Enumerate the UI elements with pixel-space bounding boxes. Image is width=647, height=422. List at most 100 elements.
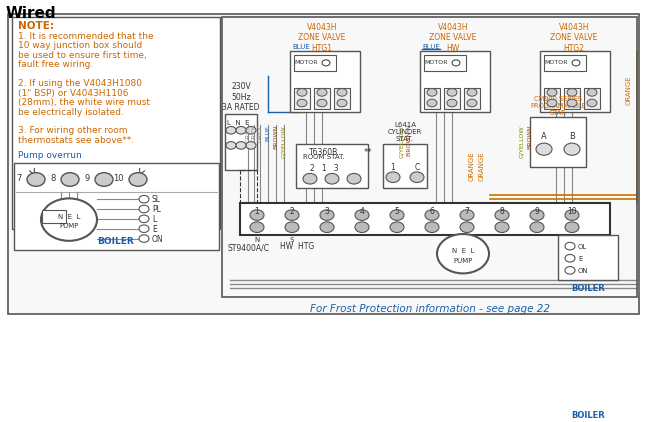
Text: BROWN: BROWN <box>274 125 278 149</box>
Text: G/YELLOW: G/YELLOW <box>281 125 287 157</box>
Circle shape <box>572 60 580 66</box>
Circle shape <box>425 210 439 220</box>
Text: 6: 6 <box>430 207 434 216</box>
Circle shape <box>226 142 236 149</box>
Text: 7: 7 <box>465 207 470 216</box>
Bar <box>290 51 360 112</box>
Circle shape <box>452 60 460 66</box>
Circle shape <box>246 142 256 149</box>
Text: MOTOR: MOTOR <box>424 60 448 65</box>
Text: 3: 3 <box>325 207 329 216</box>
Text: 5: 5 <box>395 207 399 216</box>
Circle shape <box>355 210 369 220</box>
Circle shape <box>129 173 147 186</box>
Text: V4043H
ZONE VALVE
HTG1: V4043H ZONE VALVE HTG1 <box>298 23 345 52</box>
Text: ST9400A/C: ST9400A/C <box>228 244 270 253</box>
Bar <box>240 203 610 235</box>
Bar <box>42 210 66 223</box>
Text: 10: 10 <box>567 207 577 216</box>
Circle shape <box>427 99 437 107</box>
Text: 7: 7 <box>17 174 22 183</box>
Bar <box>14 163 219 250</box>
Text: BLUE: BLUE <box>292 44 310 50</box>
Bar <box>225 114 257 170</box>
Text: Pump overrun: Pump overrun <box>18 151 82 160</box>
Circle shape <box>317 89 327 96</box>
Bar <box>296 144 368 188</box>
Text: 1. It is recommended that the: 1. It is recommended that the <box>18 32 153 41</box>
Bar <box>424 88 440 109</box>
Text: CM900 SERIES
PROGRAMMABLE
STAT.: CM900 SERIES PROGRAMMABLE STAT. <box>530 96 586 116</box>
Circle shape <box>565 267 575 274</box>
Circle shape <box>565 242 575 250</box>
Bar <box>544 54 586 71</box>
Text: A: A <box>541 132 547 141</box>
Text: L641A
CYLINDER
STAT.: L641A CYLINDER STAT. <box>388 122 422 142</box>
Text: G/YELLOW: G/YELLOW <box>520 125 525 157</box>
Text: B: B <box>569 132 575 141</box>
Text: L: L <box>152 215 156 224</box>
Text: BOILER: BOILER <box>571 411 605 420</box>
Circle shape <box>285 222 299 233</box>
Bar <box>564 88 580 109</box>
Circle shape <box>447 89 457 96</box>
Circle shape <box>139 195 149 203</box>
Text: BOILER: BOILER <box>98 237 135 246</box>
Bar <box>464 88 480 109</box>
Text: (1" BSP) or V4043H1106: (1" BSP) or V4043H1106 <box>18 89 129 97</box>
Text: be used to ensure first time,: be used to ensure first time, <box>18 51 147 60</box>
Text: T6360B: T6360B <box>309 148 338 157</box>
Circle shape <box>447 99 457 107</box>
Circle shape <box>139 225 149 233</box>
Circle shape <box>564 143 580 155</box>
Text: N  E  L: N E L <box>58 214 80 220</box>
Text: N  E  L: N E L <box>452 249 474 254</box>
Text: PUMP: PUMP <box>60 223 79 229</box>
Text: L  N  E: L N E <box>227 120 250 126</box>
Text: ORANGE: ORANGE <box>479 151 485 181</box>
Bar <box>222 16 637 297</box>
Circle shape <box>139 235 149 242</box>
Text: BROWN N: BROWN N <box>408 125 413 156</box>
Circle shape <box>427 89 437 96</box>
Circle shape <box>536 143 552 155</box>
Circle shape <box>303 173 317 184</box>
Text: C: C <box>414 163 420 172</box>
Bar <box>12 16 220 229</box>
Bar <box>544 88 560 109</box>
Text: ROOM STAT.: ROOM STAT. <box>303 154 345 160</box>
Circle shape <box>322 60 330 66</box>
Circle shape <box>495 210 509 220</box>
Circle shape <box>355 222 369 233</box>
Circle shape <box>567 99 577 107</box>
Circle shape <box>139 215 149 223</box>
Text: BOILER: BOILER <box>571 284 605 293</box>
Circle shape <box>285 210 299 220</box>
Circle shape <box>386 172 400 182</box>
Text: E: E <box>152 225 157 234</box>
Text: 230V
50Hz
3A RATED: 230V 50Hz 3A RATED <box>223 82 259 112</box>
Circle shape <box>226 127 236 134</box>
Bar <box>334 88 350 109</box>
Circle shape <box>437 234 489 273</box>
Text: 9: 9 <box>534 207 540 216</box>
Circle shape <box>347 173 361 184</box>
Text: S: S <box>290 237 294 243</box>
Text: V4043H
ZONE VALVE
HW: V4043H ZONE VALVE HW <box>430 23 477 52</box>
Circle shape <box>460 210 474 220</box>
Circle shape <box>390 222 404 233</box>
Bar <box>530 117 586 167</box>
Bar <box>424 54 466 71</box>
Text: OL: OL <box>578 244 587 250</box>
Text: 4: 4 <box>360 207 364 216</box>
Text: (28mm), the white wire must: (28mm), the white wire must <box>18 98 150 107</box>
Circle shape <box>467 99 477 107</box>
Text: 2. If using the V4043H1080: 2. If using the V4043H1080 <box>18 79 142 88</box>
Text: 1: 1 <box>391 163 395 172</box>
Text: thermostats see above**.: thermostats see above**. <box>18 136 134 145</box>
Text: G/YELLOW: G/YELLOW <box>399 125 404 157</box>
Circle shape <box>565 254 575 262</box>
Circle shape <box>250 222 264 233</box>
Circle shape <box>236 142 246 149</box>
Text: 8: 8 <box>50 174 56 183</box>
